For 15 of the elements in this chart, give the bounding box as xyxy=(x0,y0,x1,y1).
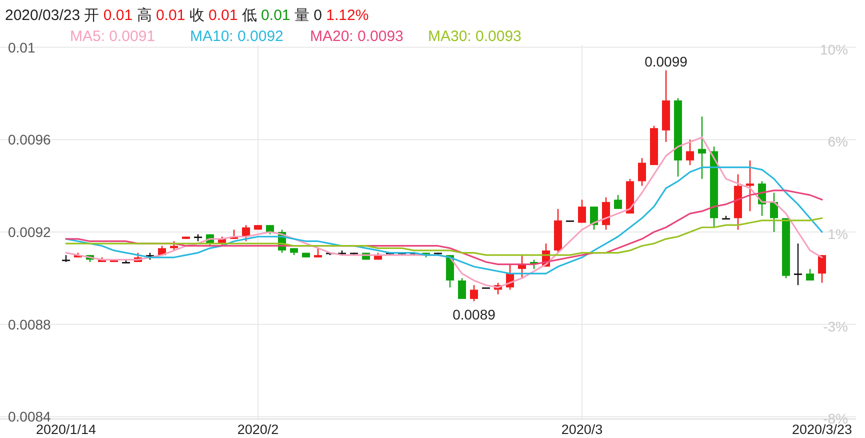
annotation: 0.0099 xyxy=(644,53,688,70)
y-tick-label: 0.0092 xyxy=(8,224,52,240)
y-tick-label: 0.0088 xyxy=(8,316,52,332)
text: MA20: 0.0093 xyxy=(310,28,404,45)
text: MA5: 0.0091 xyxy=(70,28,156,45)
y-tick-label: 0.0096 xyxy=(8,132,52,148)
x-tick-label: 2020/3 xyxy=(561,422,603,437)
chart-title: 2020/03/23 开 0.01 高 0.01 收 0.01 低 0.01 量 0 1.12% xyxy=(5,7,369,24)
text: MA10: 0.0092 xyxy=(190,28,284,45)
annotation: 0.0089 xyxy=(452,306,496,322)
text: MA30: 0.0093 xyxy=(428,28,522,45)
y-tick-label: 0.0084 xyxy=(8,408,52,425)
x-tick-label: 2020/2 xyxy=(237,422,279,437)
x-tick-label: 2020/1/14 xyxy=(36,422,97,437)
y-tick-label: 0.01 xyxy=(8,39,36,56)
